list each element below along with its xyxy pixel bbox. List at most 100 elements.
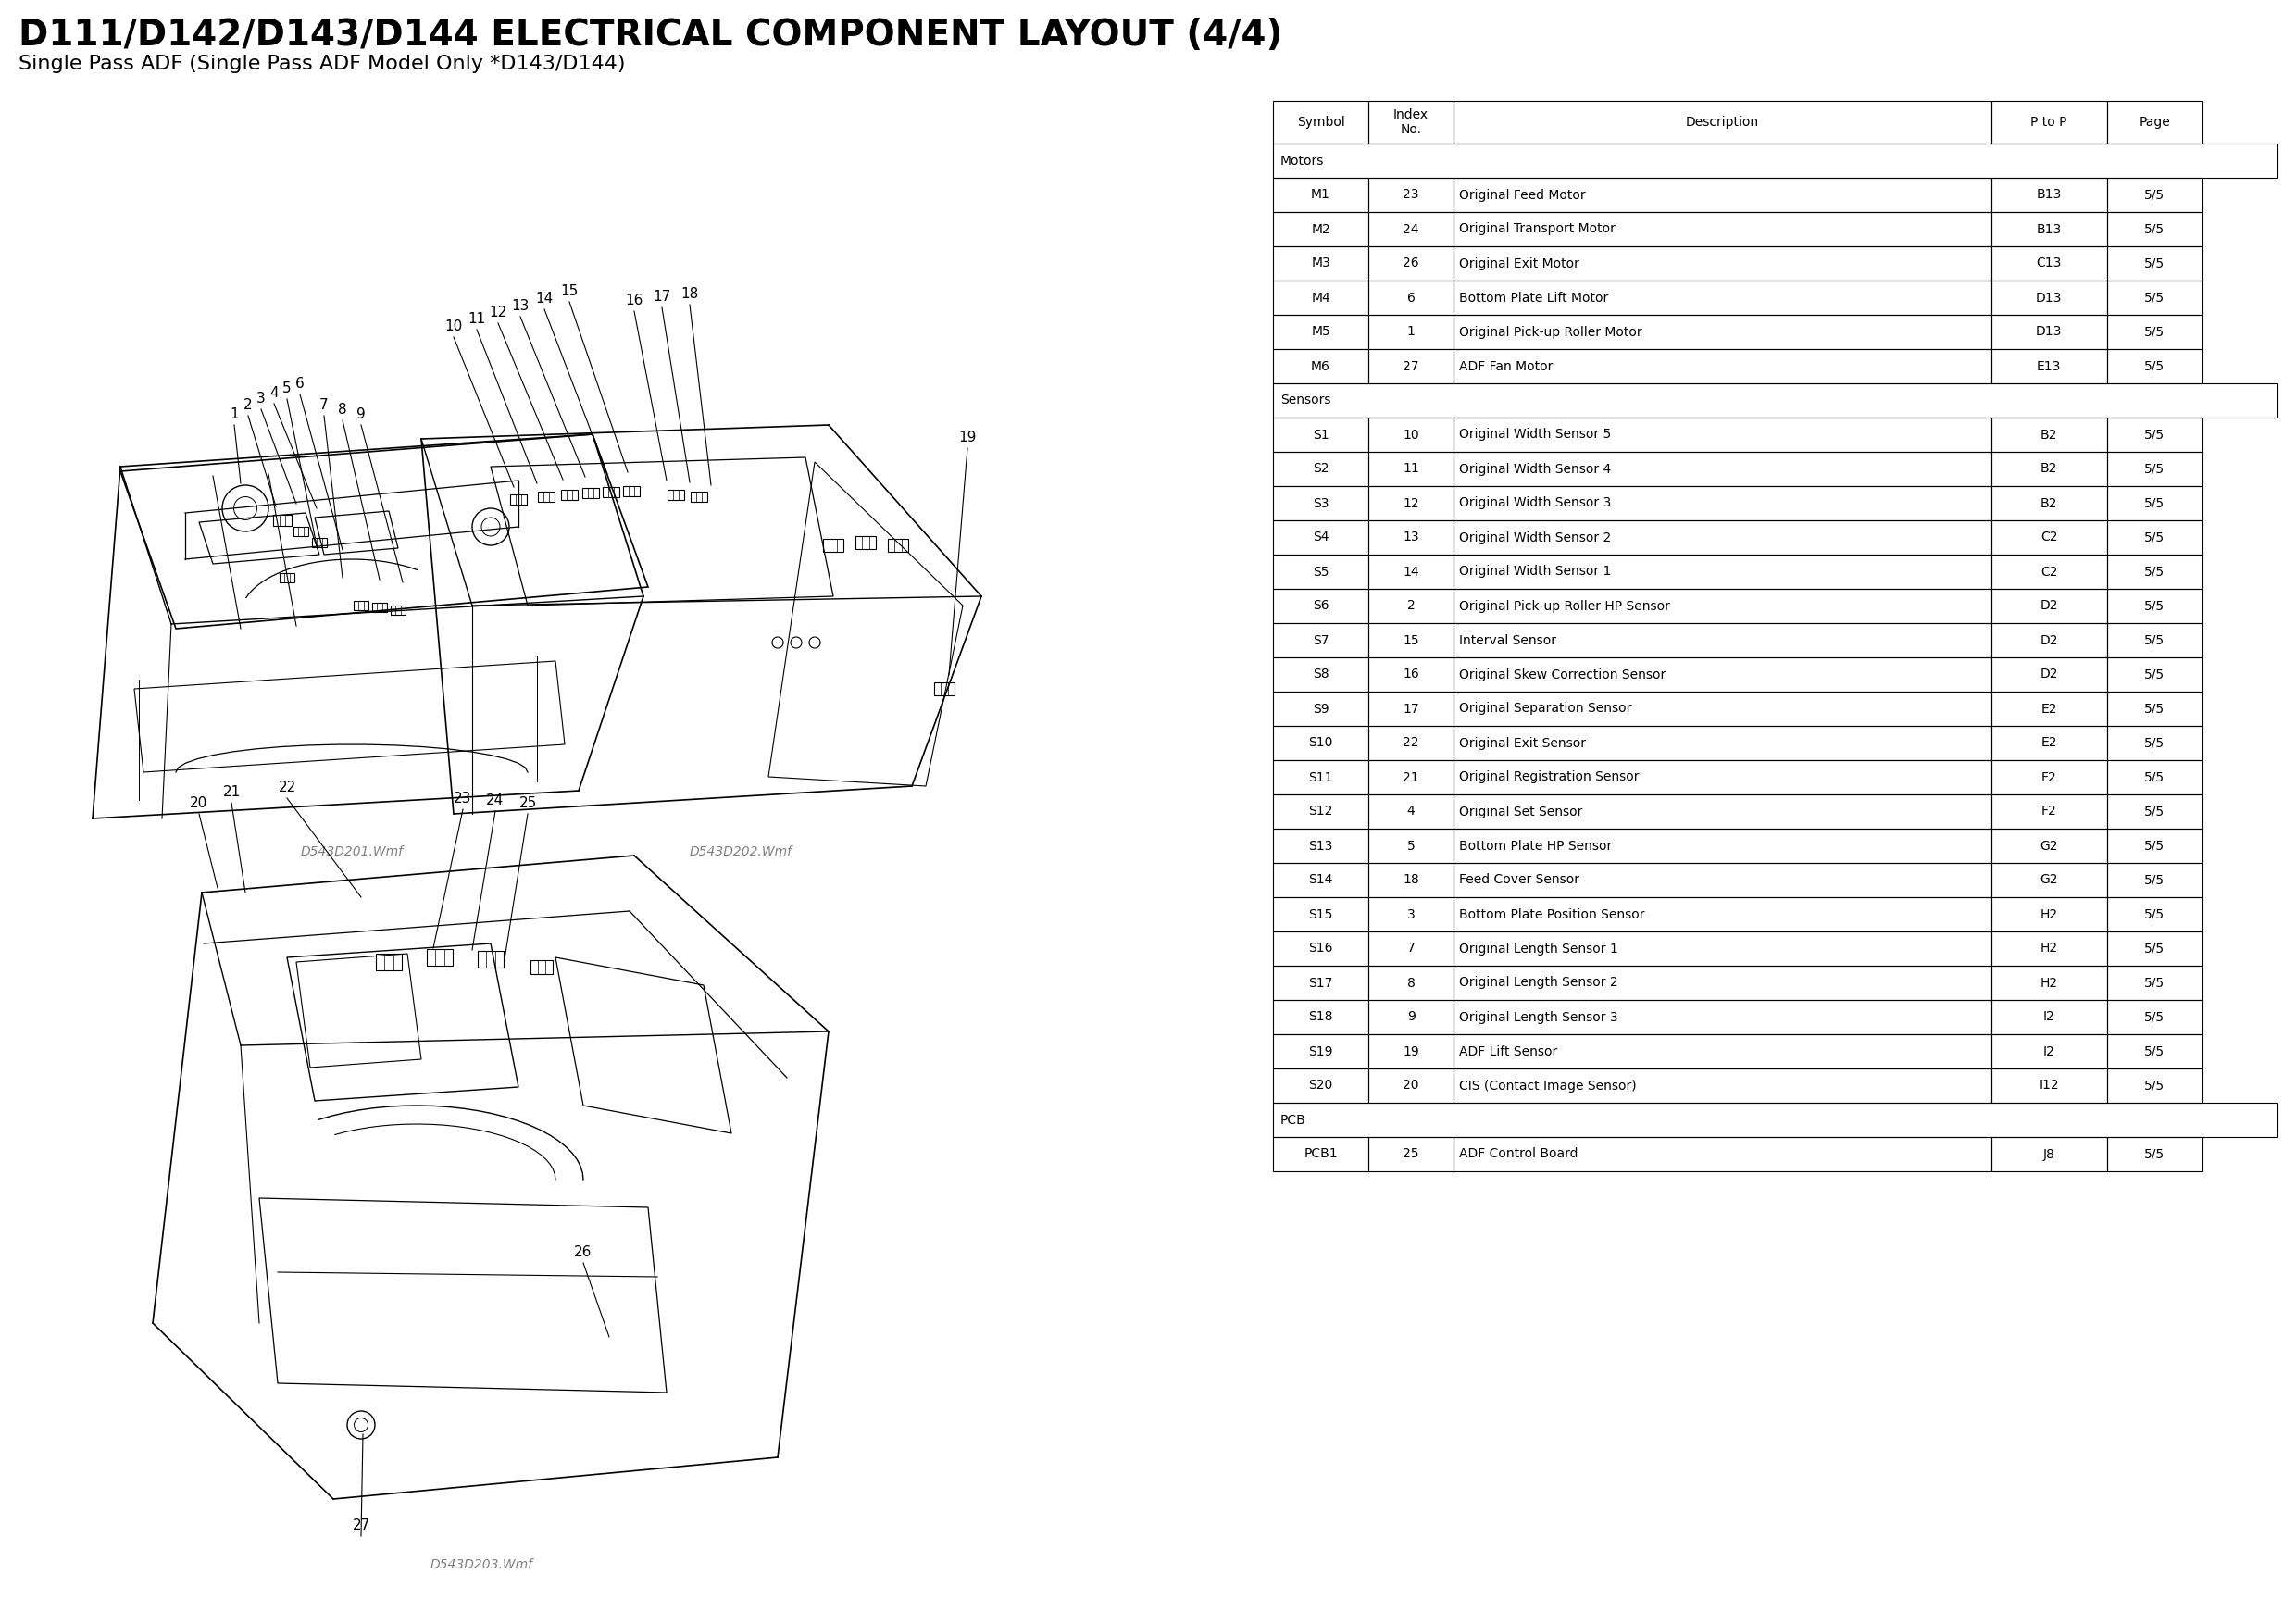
Text: Single Pass ADF (Single Pass ADF Model Only *D143/D144): Single Pass ADF (Single Pass ADF Model O… [18,55,625,73]
Text: B2: B2 [2041,429,2057,442]
Bar [1272,896,1368,932]
Bar [1991,590,2108,624]
Bar [510,494,526,503]
Text: 5/5: 5/5 [2144,771,2165,784]
Text: Symbol: Symbol [1297,115,1345,128]
Text: ADF Lift Sensor: ADF Lift Sensor [1460,1044,1557,1057]
Text: C13: C13 [2037,257,2062,270]
Text: S10: S10 [1309,737,1334,750]
Bar [889,539,909,552]
Bar [1991,1137,2108,1171]
Bar [1272,315,1368,349]
Bar [1272,692,1368,726]
Bar [1272,658,1368,692]
Bar [1272,486,1368,520]
Bar [1991,213,2108,247]
Bar [2108,315,2202,349]
Text: E13: E13 [2037,359,2062,372]
Text: 17: 17 [652,289,670,304]
Bar [560,489,579,500]
Bar [1991,794,2108,828]
Text: Original Length Sensor 1: Original Length Sensor 1 [1460,942,1619,955]
Text: 17: 17 [1403,702,1419,715]
Bar [1368,281,1453,315]
Bar [1453,1000,1991,1034]
Bar [1368,896,1453,932]
Text: 5/5: 5/5 [2144,1010,2165,1023]
Text: S2: S2 [1313,463,1329,476]
Text: 5: 5 [282,382,292,395]
Bar [1368,658,1453,692]
Text: 14: 14 [1403,565,1419,578]
Text: G2: G2 [2039,874,2057,887]
Bar [1991,828,2108,862]
Text: 24: 24 [1403,222,1419,235]
Text: 5/5: 5/5 [2144,497,2165,510]
Text: Original Width Sensor 2: Original Width Sensor 2 [1460,531,1612,544]
Bar [1453,760,1991,794]
Text: Bottom Plate HP Sensor: Bottom Plate HP Sensor [1460,840,1612,853]
Bar [1368,451,1453,486]
Bar [1453,555,1991,590]
Bar [1453,101,1991,143]
Text: S18: S18 [1309,1010,1334,1023]
Bar [1453,966,1991,1000]
Bar [2108,555,2202,590]
Text: S8: S8 [1313,667,1329,680]
Text: 5/5: 5/5 [2144,874,2165,887]
Text: S15: S15 [1309,908,1334,921]
Text: 5/5: 5/5 [2144,1044,2165,1057]
Text: D2: D2 [2039,667,2057,680]
Text: S3: S3 [1313,497,1329,510]
Text: 5/5: 5/5 [2144,325,2165,338]
Bar [1453,692,1991,726]
Bar [390,606,406,615]
Text: Original Exit Motor: Original Exit Motor [1460,257,1580,270]
Bar [1991,1069,2108,1103]
Text: G2: G2 [2039,840,2057,853]
Bar [1272,1000,1368,1034]
Text: 16: 16 [625,294,643,307]
Text: Original Length Sensor 3: Original Length Sensor 3 [1460,1010,1619,1023]
Text: Interval Sensor: Interval Sensor [1460,633,1557,646]
Bar [1368,692,1453,726]
Text: S12: S12 [1309,806,1334,818]
Text: M3: M3 [1311,257,1329,270]
Bar [1272,862,1368,896]
Text: 18: 18 [1403,874,1419,887]
Text: 5/5: 5/5 [2144,1078,2165,1091]
Bar [2108,1137,2202,1171]
Text: 20: 20 [1403,1078,1419,1091]
Bar [2108,794,2202,828]
Text: Feed Cover Sensor: Feed Cover Sensor [1460,874,1580,887]
Text: 5/5: 5/5 [2144,257,2165,270]
Text: 5/5: 5/5 [2144,565,2165,578]
Bar [2108,281,2202,315]
Text: S4: S4 [1313,531,1329,544]
Bar [1368,624,1453,658]
Bar [2108,520,2202,555]
Text: PCB: PCB [1281,1114,1306,1127]
Text: 5/5: 5/5 [2144,359,2165,372]
Text: 1: 1 [230,408,239,421]
Text: H2: H2 [2041,976,2057,989]
Text: M5: M5 [1311,325,1329,338]
Bar [1453,281,1991,315]
Text: 24: 24 [487,794,505,807]
Text: Index
No.: Index No. [1394,109,1428,136]
Bar [1272,451,1368,486]
Bar [1368,726,1453,760]
Text: Original Width Sensor 1: Original Width Sensor 1 [1460,565,1612,578]
Bar [1368,760,1453,794]
Text: 16: 16 [1403,667,1419,680]
Bar [1272,1137,1368,1171]
Bar [1272,555,1368,590]
Text: D543D203.Wmf: D543D203.Wmf [429,1559,533,1572]
Text: Original Registration Sensor: Original Registration Sensor [1460,771,1639,784]
Bar [822,539,843,552]
Text: C2: C2 [2041,531,2057,544]
Bar [280,573,294,583]
Text: 26: 26 [574,1246,592,1259]
Bar [1453,794,1991,828]
Bar [1368,101,1453,143]
